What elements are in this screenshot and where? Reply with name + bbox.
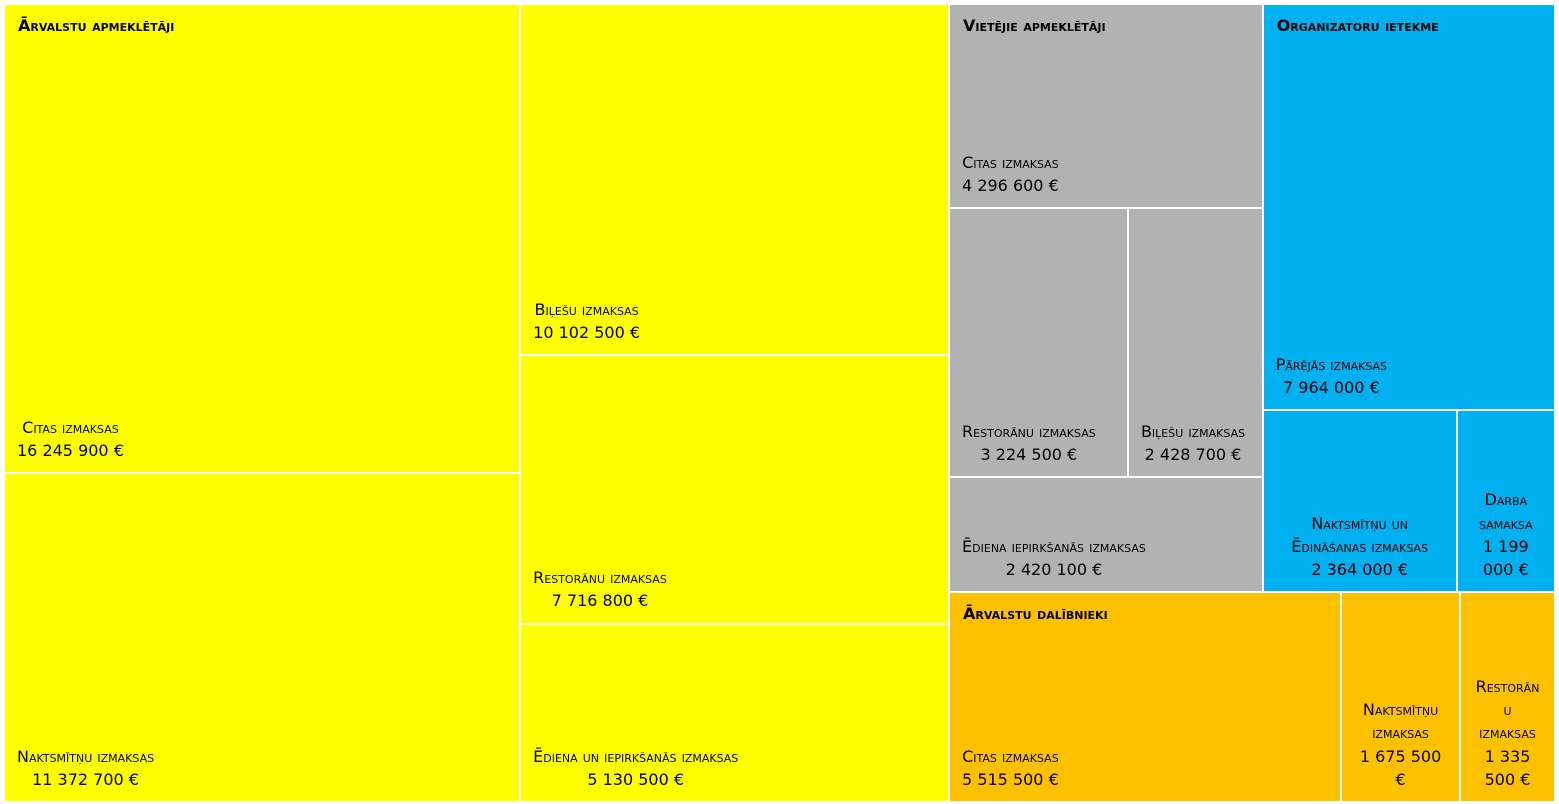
cell-value: 2 420 100 € [1005, 559, 1103, 579]
treemap-cell: Naktsmītņu izmaksas 1 675 500 € [1341, 592, 1461, 802]
cell-name: Restorānu izmaksas [962, 421, 1096, 441]
cell-label: Naktsmītņu izmaksas 11 372 700 € [17, 745, 154, 791]
treemap-cell: Citas izmaksas 4 296 600 € [949, 4, 1263, 209]
cell-name: Biļešu izmaksas [534, 299, 639, 319]
cell-label: Citas izmaksas 16 245 900 € [17, 416, 124, 462]
treemap-cell: Biļešu izmaksas 10 102 500 € [520, 4, 950, 356]
cell-value: 5 130 500 € [587, 769, 685, 789]
cell-value: 2 428 700 € [1144, 444, 1242, 464]
cell-value: 1 199 000 € [1482, 536, 1529, 579]
cell-name: Biļešu izmaksas [1140, 421, 1246, 441]
cell-name: Ēdiena un iepirkšanās izmaksas [533, 746, 739, 766]
cell-value: 16 245 900 € [17, 441, 124, 461]
cell-name: Citas izmaksas [962, 152, 1059, 172]
cell-label: Citas izmaksas 5 515 500 € [962, 745, 1059, 791]
cell-name: Naktsmītņu izmaksas [1362, 700, 1439, 743]
cell-value: 1 675 500 € [1359, 746, 1442, 789]
cell-value: 4 296 600 € [962, 176, 1059, 196]
cell-label: Citas izmaksas 4 296 600 € [962, 151, 1059, 197]
cell-label: Pārējās izmaksas 7 964 000 € [1276, 353, 1387, 399]
cell-value: 5 515 500 € [962, 769, 1059, 789]
cell-name: Restorānu izmaksas [533, 568, 667, 588]
treemap-cell: Pārējās izmaksas 7 964 000 € [1262, 4, 1555, 411]
treemap-cell: Citas izmaksas 5 515 500 € [949, 592, 1341, 802]
treemap-cell: Darba samaksa 1 199 000 € [1456, 410, 1555, 593]
treemap-cell: Restorānu izmaksas 1 335 500 € [1460, 592, 1555, 802]
treemap-cell: Ēdiena iepirkšanās izmaksas 2 420 100 € [949, 477, 1263, 593]
cell-label: Naktsmītņu un Ēdināšanas izmaksas 2 364 0… [1276, 512, 1444, 582]
cell-label: Biļešu izmaksas 10 102 500 € [533, 298, 640, 344]
cell-label: Naktsmītņu izmaksas 1 675 500 € [1354, 698, 1447, 791]
cell-label: Ēdiena iepirkšanās izmaksas 2 420 100 € [962, 535, 1146, 581]
cell-name: Naktsmītņu izmaksas [17, 746, 155, 766]
cell-name: Darba samaksa [1478, 490, 1533, 533]
treemap-cell: Restorānu izmaksas 7 716 800 € [520, 355, 950, 624]
cell-label: Biļešu izmaksas 2 428 700 € [1141, 420, 1245, 466]
cell-value: 2 364 000 € [1311, 559, 1409, 579]
treemap: Citas izmaksas 16 245 900 € Naktsmītņu izm… [4, 4, 1555, 802]
treemap-cell: Naktsmītņu un Ēdināšanas izmaksas 2 364 0… [1262, 410, 1457, 593]
cell-value: 3 224 500 € [980, 444, 1078, 464]
cell-name: Restorānu izmaksas [1475, 677, 1540, 743]
cell-value: 1 335 500 € [1484, 746, 1531, 789]
cell-name: Naktsmītņu un Ēdināšanas izmaksas [1291, 513, 1429, 556]
cell-label: Ēdiena un iepirkšanās izmaksas 5 130 500 … [533, 745, 738, 791]
treemap-cell: Restorānu izmaksas 3 224 500 € [949, 208, 1128, 478]
treemap-cell: Naktsmītņu izmaksas 11 372 700 € [4, 473, 521, 802]
cell-value: 7 964 000 € [1283, 378, 1380, 398]
cell-value: 11 372 700 € [32, 769, 139, 789]
cell-value: 10 102 500 € [533, 323, 641, 343]
cell-name: Pārējās izmaksas [1275, 354, 1388, 374]
cell-label: Restorānu izmaksas 7 716 800 € [533, 566, 667, 612]
treemap-cell: Ēdiena un iepirkšanās izmaksas 5 130 500 … [520, 623, 950, 802]
cell-name: Citas izmaksas [22, 418, 119, 438]
cell-name: Ēdiena iepirkšanās izmaksas [962, 536, 1146, 556]
treemap-cell: Biļešu izmaksas 2 428 700 € [1127, 208, 1263, 478]
cell-value: 7 716 800 € [551, 591, 649, 611]
cell-label: Restorānu izmaksas 3 224 500 € [962, 420, 1096, 466]
cell-name: Citas izmaksas [962, 746, 1059, 766]
cell-label: Restorānu izmaksas 1 335 500 € [1473, 675, 1542, 791]
treemap-cell: Citas izmaksas 16 245 900 € [4, 4, 521, 474]
cell-label: Darba samaksa 1 199 000 € [1470, 488, 1542, 581]
